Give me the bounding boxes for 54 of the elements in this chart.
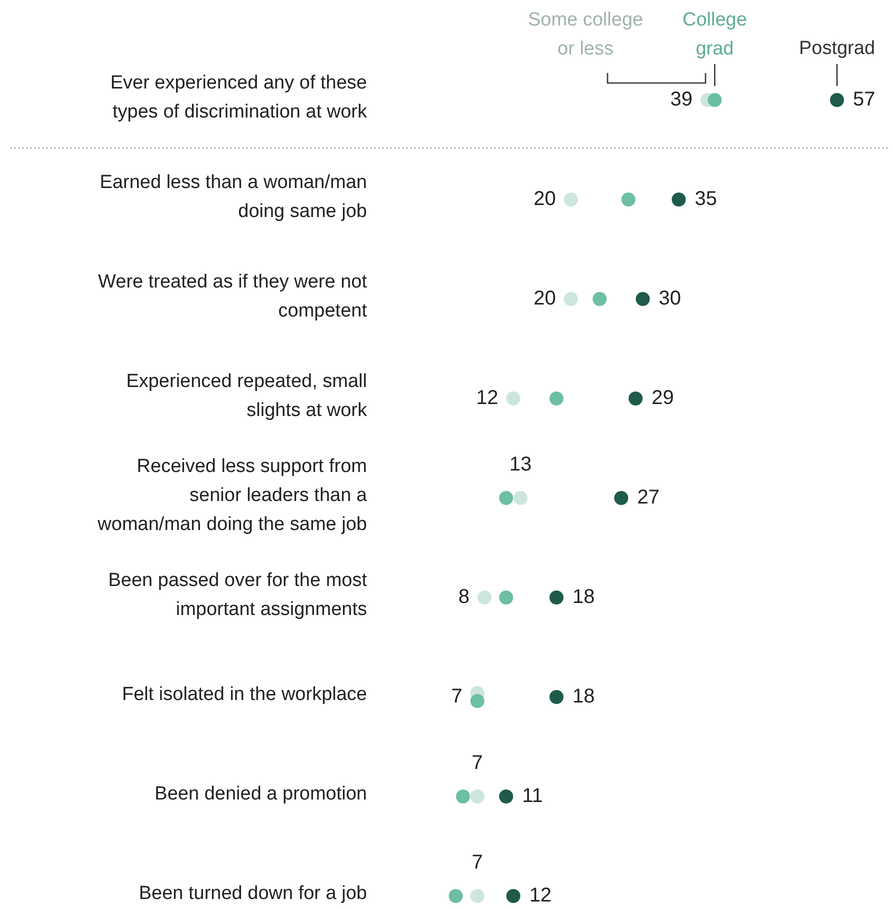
point bbox=[478, 590, 492, 604]
data-label: 20 bbox=[534, 287, 556, 310]
y-tick-label: Received less support from senior leaders than a woman/man doing the same job bbox=[96, 456, 368, 536]
point bbox=[499, 491, 514, 505]
point bbox=[499, 590, 514, 604]
data-label: 12 bbox=[476, 386, 498, 409]
data-label: 7 bbox=[451, 685, 462, 708]
point bbox=[672, 192, 686, 206]
text: College grad bbox=[682, 10, 747, 60]
point bbox=[549, 392, 564, 406]
point bbox=[628, 392, 643, 406]
point bbox=[506, 392, 520, 406]
point bbox=[564, 292, 578, 306]
point bbox=[564, 192, 578, 206]
point bbox=[614, 491, 628, 505]
y-tick-label: Earned less than a woman/man doing same job bbox=[100, 172, 367, 222]
point bbox=[470, 889, 484, 903]
data-label: 30 bbox=[658, 287, 682, 310]
y-tick-label: Ever experienced any of these types of discrimination at work bbox=[110, 72, 368, 123]
data-label: 13 bbox=[509, 453, 532, 476]
point bbox=[592, 292, 607, 306]
data-label: 39 bbox=[670, 88, 693, 110]
data-label: 29 bbox=[652, 386, 674, 409]
data-label: 11 bbox=[522, 784, 543, 807]
y-tick-label: Felt isolated in the workplace bbox=[122, 684, 367, 706]
point bbox=[514, 491, 528, 505]
data-label: 7 bbox=[472, 752, 483, 774]
text: Postgrad bbox=[798, 38, 876, 60]
data-label: 18 bbox=[572, 685, 595, 708]
point bbox=[470, 790, 484, 804]
data-label: 8 bbox=[458, 586, 470, 608]
text: Some college or less bbox=[528, 10, 644, 60]
point bbox=[636, 292, 650, 306]
data-label: 12 bbox=[529, 884, 552, 906]
point bbox=[499, 790, 514, 804]
y-tick-label: Experienced repeated, small slights at work bbox=[126, 371, 368, 422]
y-tick-label: Been turned down for a job bbox=[138, 883, 367, 904]
point bbox=[621, 192, 636, 206]
point bbox=[708, 93, 722, 107]
data-label: 57 bbox=[853, 88, 876, 110]
data-label: 20 bbox=[534, 188, 556, 210]
data-label: 27 bbox=[637, 486, 660, 508]
point bbox=[830, 93, 844, 107]
data-label: 18 bbox=[572, 586, 595, 608]
y-tick-label: Been passed over for the most important assignments bbox=[108, 570, 368, 620]
data-label: 35 bbox=[694, 188, 718, 210]
y-tick-label: Were treated as if they were not competent bbox=[98, 272, 368, 322]
point bbox=[448, 889, 463, 903]
data-label: 7 bbox=[472, 851, 483, 874]
y-tick-label: Been denied a promotion bbox=[154, 784, 367, 805]
point bbox=[506, 889, 520, 903]
point bbox=[549, 590, 564, 604]
point bbox=[456, 790, 470, 804]
point bbox=[549, 690, 564, 704]
